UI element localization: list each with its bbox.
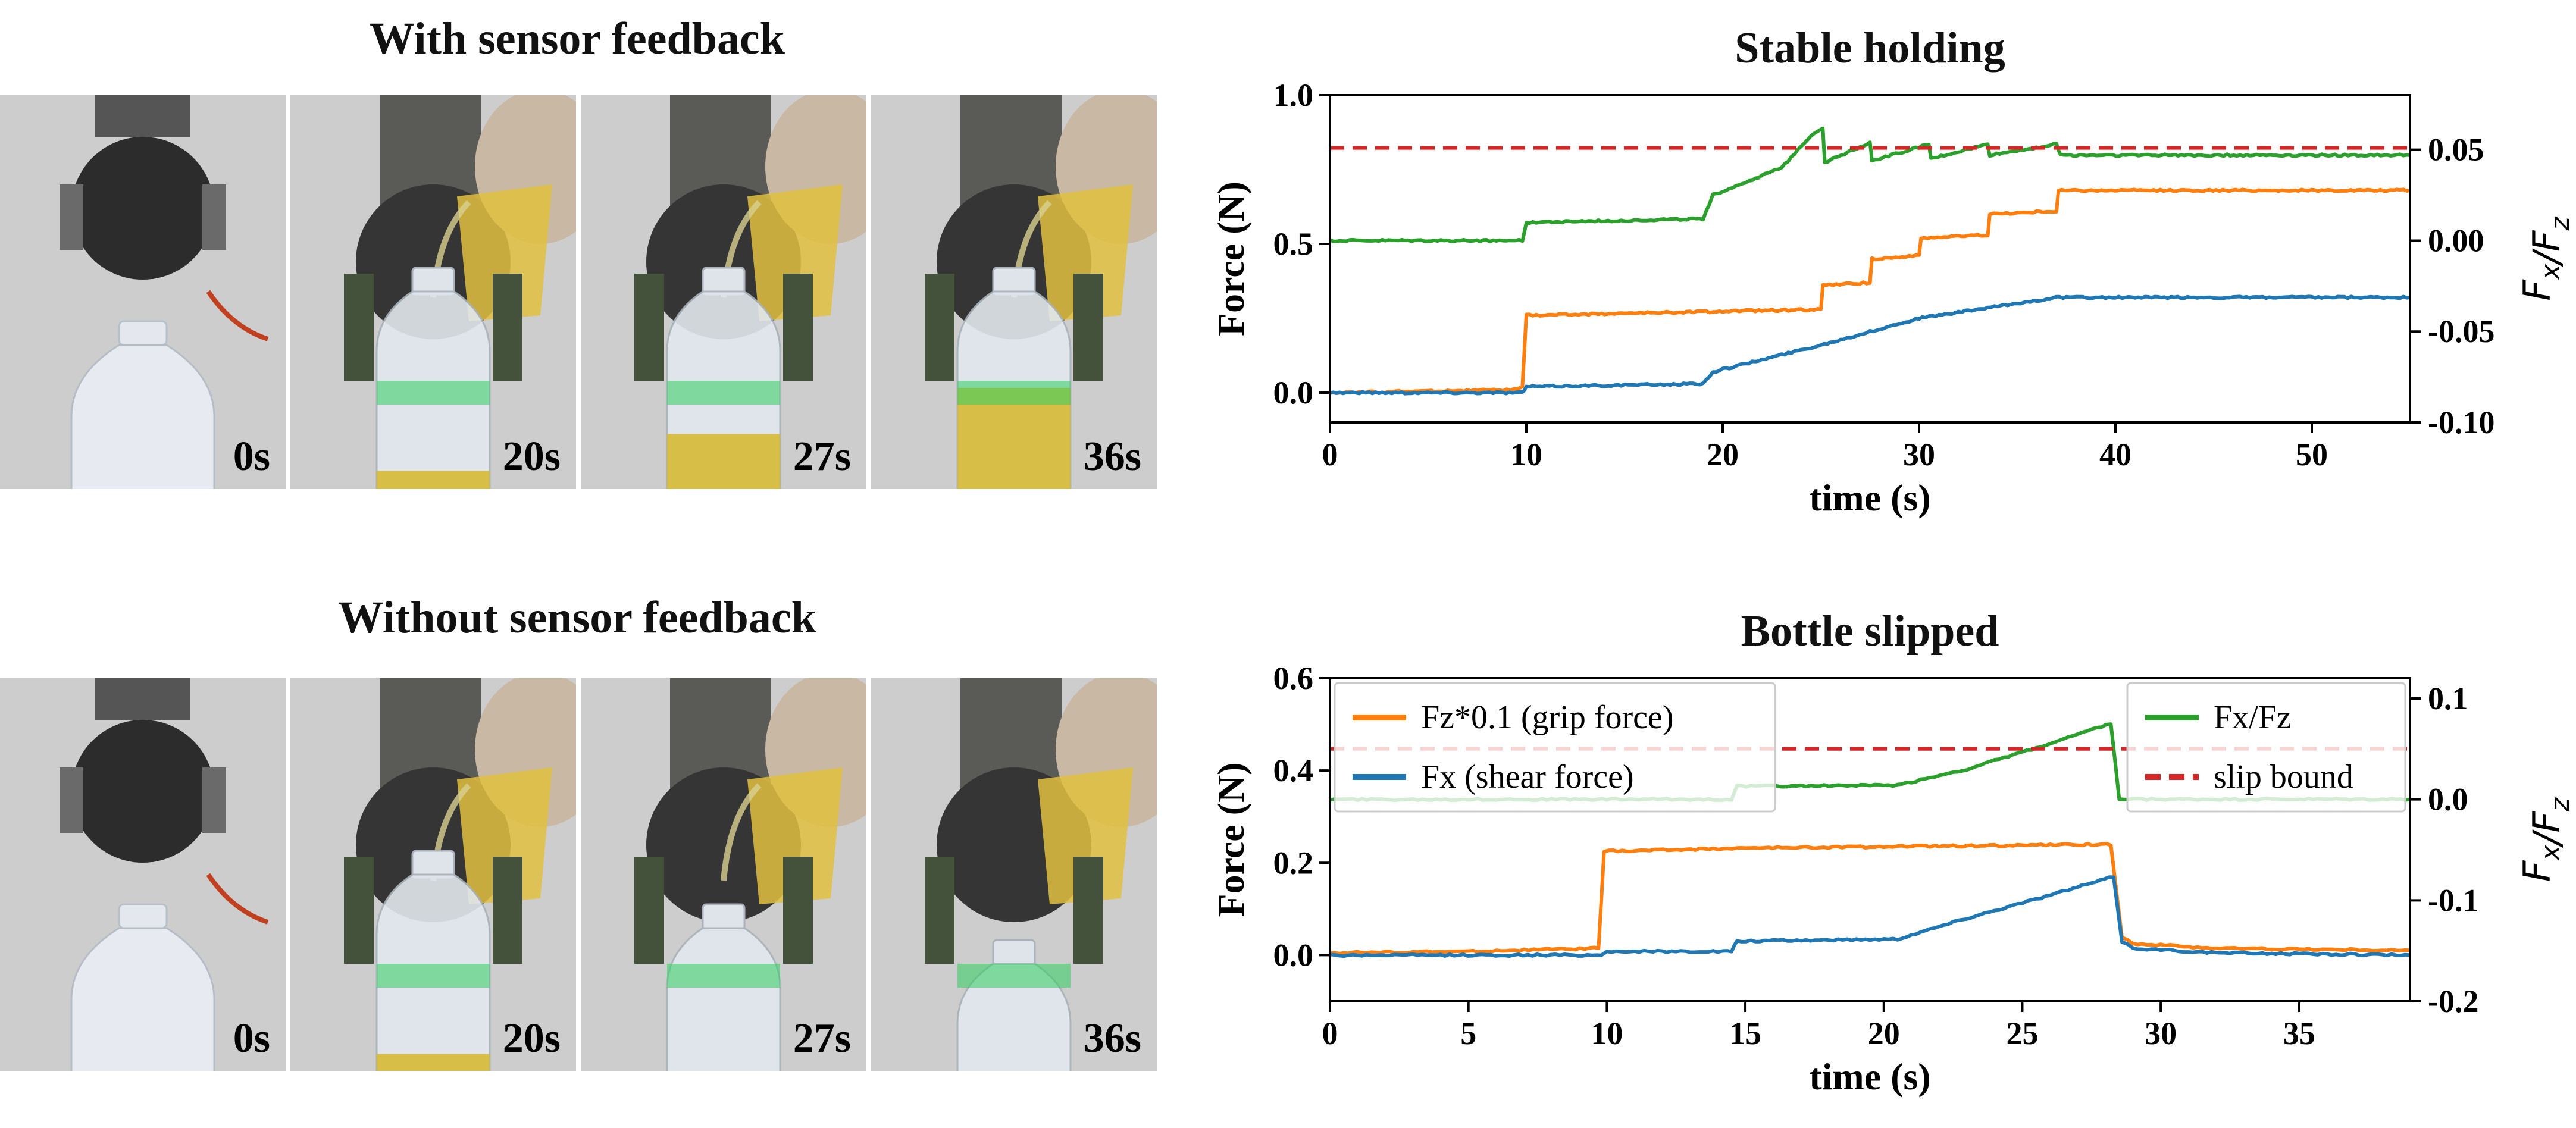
y2-axis-label: Fx/Fz <box>2515 797 2575 882</box>
x-tick-label: 40 <box>2099 437 2131 472</box>
chart-title: Bottle slipped <box>1741 607 1999 656</box>
photo-timestamp: 20s <box>502 434 561 480</box>
photo-frame: 27s <box>581 678 866 1071</box>
plot-frame <box>1329 94 2411 424</box>
y2-tick-label: 0.1 <box>2428 681 2468 716</box>
photo-timestamp: 27s <box>793 434 851 480</box>
photo-illustration <box>634 95 866 489</box>
chart-bottle-slipped: Bottle slipped 0 5 10 15 20 25 30 35 0.0 0.2 0.4 0.6… <box>1210 607 2575 1098</box>
photo-strip-with-feedback: 0s 20s 27s 36s <box>0 95 1157 489</box>
series-line-grip <box>1330 187 2410 396</box>
x-tick-label: 20 <box>1868 1016 1900 1051</box>
y-tick-label: 0.2 <box>1273 845 1314 881</box>
legend-label: Fz*0.1 (grip force) <box>1421 699 1674 736</box>
x-tick-label: 15 <box>1729 1016 1761 1051</box>
photo-frame: 36s <box>871 95 1157 489</box>
photo-illustration <box>925 95 1157 489</box>
plot-frame <box>1329 677 2411 1002</box>
y-axis-label: Force (N) <box>1210 763 1252 917</box>
y-tick-label: 0.5 <box>1273 226 1314 262</box>
legend-label: slip bound <box>2214 759 2353 795</box>
panel-title-without-feedback: Without sensor feedback <box>338 593 816 643</box>
y2-tick-label: -0.10 <box>2428 405 2494 440</box>
x-tick-label: 20 <box>1707 437 1739 472</box>
y-axis-label: Force (N) <box>1210 181 1252 336</box>
x-tick-label: 5 <box>1460 1016 1476 1051</box>
x-tick-label: 30 <box>2145 1016 2177 1051</box>
series-line-shear <box>1330 294 2410 396</box>
x-tick-label: 0 <box>1322 437 1338 472</box>
y-tick-label: 1.0 <box>1273 77 1314 113</box>
y2-tick-label: 0.00 <box>2428 223 2484 258</box>
y2-tick-label: -0.1 <box>2428 882 2478 918</box>
x-tick-label: 35 <box>2283 1016 2315 1051</box>
series-line-shear <box>1330 875 2410 958</box>
panel-title-with-feedback: With sensor feedback <box>369 14 785 64</box>
y-tick-label: 0.0 <box>1273 937 1314 973</box>
photo-illustration <box>60 678 269 1071</box>
photo-illustration <box>344 678 576 1071</box>
legend-box <box>1334 682 1776 813</box>
y2-tick-label: 0.05 <box>2428 132 2484 168</box>
x-tick-label: 10 <box>1510 437 1542 472</box>
photo-strip-without-feedback: 0s 20s 27s 36s <box>0 678 1157 1071</box>
x-axis-label: time (s) <box>1809 477 1930 519</box>
photo-frame: 36s <box>871 678 1157 1071</box>
chart-title: Stable holding <box>1735 24 2005 73</box>
x-axis-label: time (s) <box>1809 1055 1930 1098</box>
photo-illustration <box>344 95 576 489</box>
y-tick-label: 0.4 <box>1273 753 1314 788</box>
y2-tick-label: -0.05 <box>2428 314 2494 349</box>
photo-illustration <box>60 95 269 489</box>
photo-timestamp: 0s <box>233 1016 270 1061</box>
y-tick-label: 0.6 <box>1273 660 1314 696</box>
chart-stable-holding: Stable holding 0 10 20 30 40 50 0.0 0.5 1.0 -0.10 -… <box>1210 24 2575 519</box>
y2-tick-label: -0.2 <box>2428 983 2478 1019</box>
series-line-grip <box>1330 842 2410 955</box>
x-tick-label: 10 <box>1591 1016 1623 1051</box>
legend-label: Fx/Fz <box>2214 699 2292 736</box>
photo-timestamp: 20s <box>502 1016 561 1061</box>
x-tick-label: 50 <box>2296 437 2328 472</box>
x-tick-label: 0 <box>1322 1016 1338 1051</box>
photo-timestamp: 27s <box>793 1016 851 1061</box>
photo-frame: 0s <box>0 678 286 1071</box>
legend-label: Fx (shear force) <box>1421 759 1634 795</box>
photo-frame: 20s <box>290 678 576 1071</box>
x-tick-label: 25 <box>2006 1016 2038 1051</box>
photo-timestamp: 36s <box>1083 434 1141 480</box>
photo-frame: 0s <box>0 95 286 489</box>
y2-axis-label: Fx/Fz <box>2515 216 2575 300</box>
photo-illustration <box>634 678 866 1071</box>
x-tick-label: 30 <box>1903 437 1935 472</box>
photo-timestamp: 0s <box>233 434 270 480</box>
y2-tick-label: 0.0 <box>2428 782 2468 817</box>
photo-frame: 20s <box>290 95 576 489</box>
y-tick-label: 0.0 <box>1273 375 1314 411</box>
photo-frame: 27s <box>581 95 866 489</box>
photo-illustration <box>925 678 1157 1071</box>
photo-timestamp: 36s <box>1083 1016 1141 1061</box>
series-line-ratio <box>1330 126 2410 244</box>
